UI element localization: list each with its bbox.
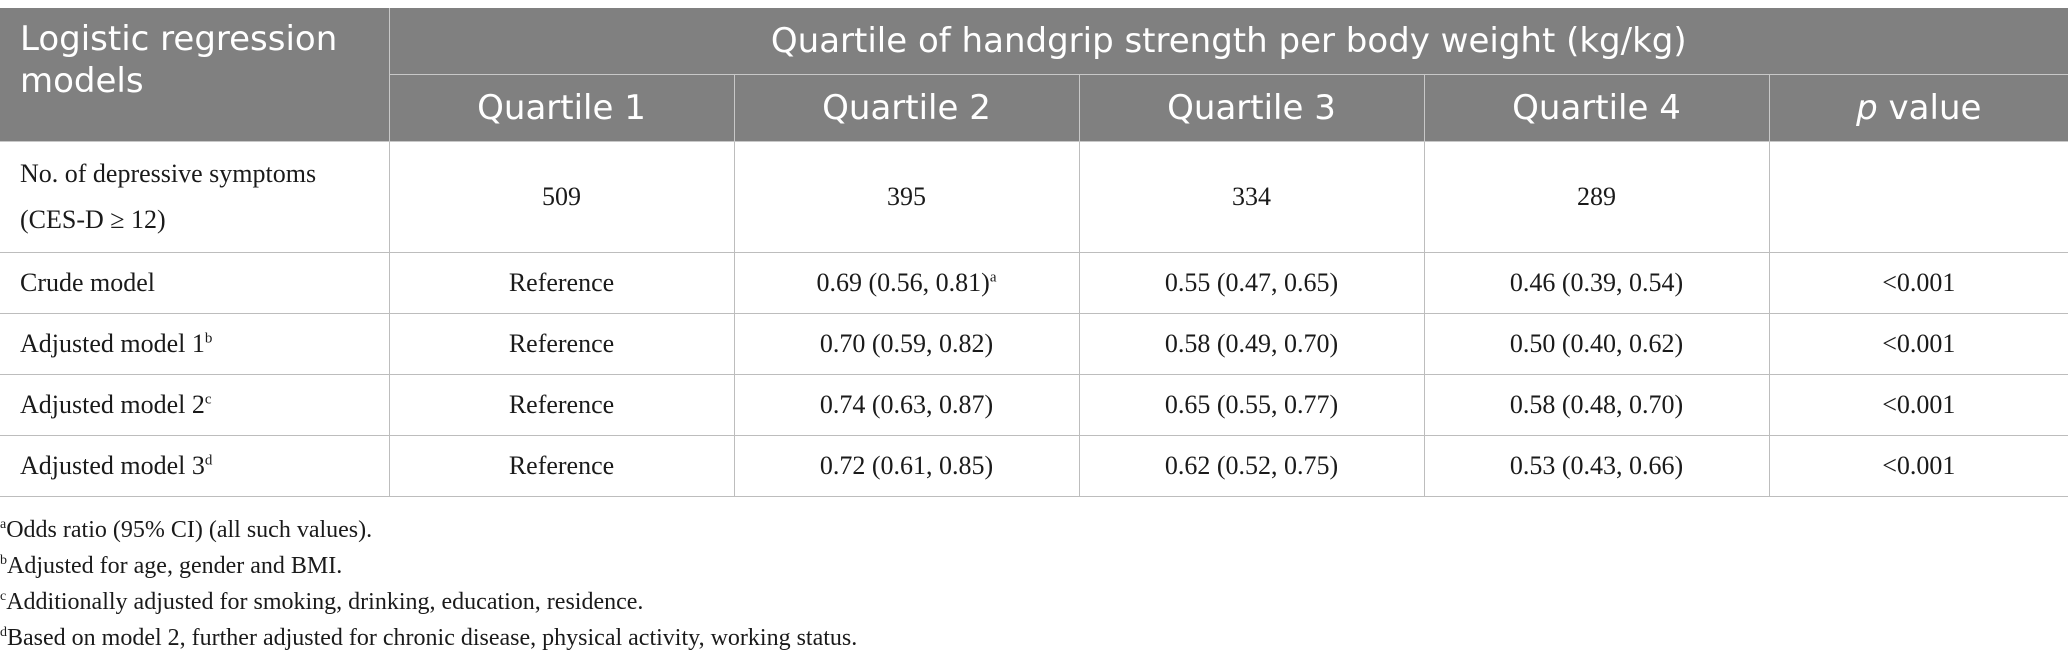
table-cell: <0.001 <box>1768 313 2068 375</box>
footnote-text: Based on model 2, further adjusted for c… <box>7 625 858 651</box>
table-cell: 0.50 (0.40, 0.62) <box>1423 313 1770 375</box>
footnote-mark: d <box>0 625 7 640</box>
column-header-quartile-1: Quartile 1 <box>389 74 735 142</box>
row-label-text: Adjusted model 3 <box>20 451 205 480</box>
table-cell: Reference <box>388 313 735 375</box>
footnote: bAdjusted for age, gender and BMI. <box>0 548 857 584</box>
table-cell: 395 <box>733 141 1080 253</box>
table-cell: <0.001 <box>1768 252 2068 314</box>
corner-header: Logistic regression models <box>0 8 390 142</box>
table-cell: 0.74 (0.63, 0.87) <box>733 374 1080 436</box>
table-cell: <0.001 <box>1768 435 2068 497</box>
row-label: No. of depressive symptoms (CES-D ≥ 12) <box>0 141 390 253</box>
row-label-text: Adjusted model 1 <box>20 329 205 358</box>
cell-value: 0.69 (0.56, 0.81) <box>816 268 990 297</box>
footnote-marker: b <box>204 330 213 347</box>
table-cell: 509 <box>388 141 735 253</box>
footnote-text: Odds ratio (95% CI) (all such values). <box>6 517 373 543</box>
table-row: Adjusted model 2c Reference 0.74 (0.63, … <box>0 374 2068 436</box>
table-cell: 0.53 (0.43, 0.66) <box>1423 435 1770 497</box>
footnote: aOdds ratio (95% CI) (all such values). <box>0 512 857 548</box>
table-cell: 0.58 (0.49, 0.70) <box>1078 313 1425 375</box>
table-row: Crude model Reference 0.69 (0.56, 0.81)a… <box>0 252 2068 314</box>
table-cell: 0.58 (0.48, 0.70) <box>1423 374 1770 436</box>
table-cell: 289 <box>1423 141 1770 253</box>
span-header: Quartile of handgrip strength per body w… <box>389 8 2068 75</box>
row-label-line-2: (CES-D ≥ 12) <box>20 205 166 234</box>
table-cell: 0.46 (0.39, 0.54) <box>1423 252 1770 314</box>
footnote-text: Additionally adjusted for smoking, drink… <box>6 589 644 615</box>
table-cell: <0.001 <box>1768 374 2068 436</box>
column-header-quartile-4: Quartile 4 <box>1424 74 1770 142</box>
table-cell: Reference <box>388 374 735 436</box>
p-value-italic: p <box>1856 88 1878 128</box>
footnote-marker: c <box>204 391 212 408</box>
column-header-p-value: p value <box>1769 74 2068 142</box>
table-row: No. of depressive symptoms (CES-D ≥ 12) … <box>0 141 2068 253</box>
table-cell: 334 <box>1078 141 1425 253</box>
table-cell <box>1768 141 2068 253</box>
table-cell: 0.55 (0.47, 0.65) <box>1078 252 1425 314</box>
table-cell: Reference <box>388 435 735 497</box>
table-cell: 0.72 (0.61, 0.85) <box>733 435 1080 497</box>
table-cell: 0.69 (0.56, 0.81)a <box>733 252 1080 314</box>
row-label: Adjusted model 1b <box>0 313 390 375</box>
column-header-quartile-3: Quartile 3 <box>1079 74 1425 142</box>
footnote-mark: a <box>0 517 7 532</box>
footnote: cAdditionally adjusted for smoking, drin… <box>0 584 857 620</box>
table-cell: 0.70 (0.59, 0.82) <box>733 313 1080 375</box>
results-table: Logistic regression models Quartile of h… <box>0 8 2068 497</box>
results-table-container: Logistic regression models Quartile of h… <box>0 8 2068 497</box>
footnotes: aOdds ratio (95% CI) (all such values). … <box>0 512 857 656</box>
row-label-line-1: No. of depressive symptoms <box>20 159 317 188</box>
table-cell: 0.65 (0.55, 0.77) <box>1078 374 1425 436</box>
table-cell: Reference <box>388 252 735 314</box>
p-value-rest: value <box>1877 88 1982 128</box>
footnote-mark: b <box>0 553 7 568</box>
column-header-quartile-2: Quartile 2 <box>734 74 1080 142</box>
table-row: Adjusted model 1b Reference 0.70 (0.59, … <box>0 313 2068 375</box>
footnote-marker: a <box>989 269 997 286</box>
footnote-mark: c <box>0 589 7 604</box>
row-label: Adjusted model 2c <box>0 374 390 436</box>
row-label: Adjusted model 3d <box>0 435 390 497</box>
footnote: dBased on model 2, further adjusted for … <box>0 620 857 656</box>
row-label: Crude model <box>0 252 390 314</box>
table-cell: 0.62 (0.52, 0.75) <box>1078 435 1425 497</box>
row-label-text: Adjusted model 2 <box>20 390 205 419</box>
footnote-text: Adjusted for age, gender and BMI. <box>7 553 343 579</box>
footnote-marker: d <box>204 452 213 469</box>
table-row: Adjusted model 3d Reference 0.72 (0.61, … <box>0 435 2068 497</box>
